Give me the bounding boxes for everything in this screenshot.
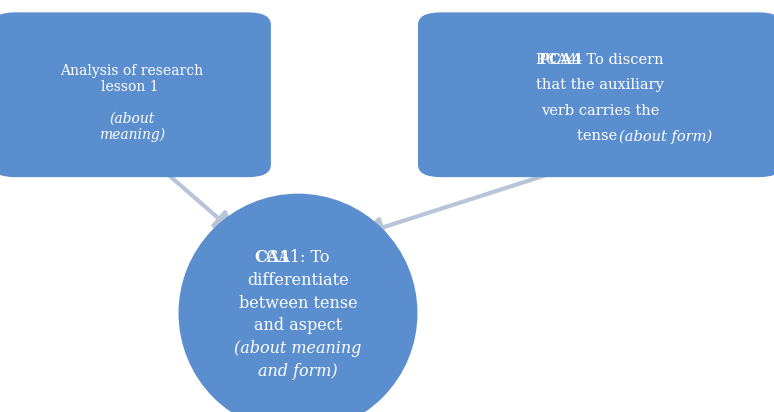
Text: (about
meaning): (about meaning) [98,111,165,142]
Text: verb carries the: verb carries the [541,104,659,118]
Text: PCA4: PCA4 [539,53,583,67]
Text: and form): and form) [259,363,337,379]
Text: that the auxiliary: that the auxiliary [536,78,664,92]
Text: Analysis of research
lesson 1: Analysis of research lesson 1 [60,64,203,94]
Text: tense: tense [577,129,622,143]
FancyBboxPatch shape [0,12,271,177]
FancyBboxPatch shape [418,12,774,177]
Ellipse shape [179,194,417,412]
Text: PCA4: To discern: PCA4: To discern [536,53,663,67]
Text: CA1: CA1 [255,249,291,266]
Text: and aspect: and aspect [254,317,342,334]
Text: differentiate: differentiate [247,272,349,289]
Text: (about meaning: (about meaning [235,340,361,357]
Text: CA1: To: CA1: To [266,249,330,266]
Text: (about form): (about form) [619,129,712,144]
Text: between tense: between tense [238,295,358,311]
